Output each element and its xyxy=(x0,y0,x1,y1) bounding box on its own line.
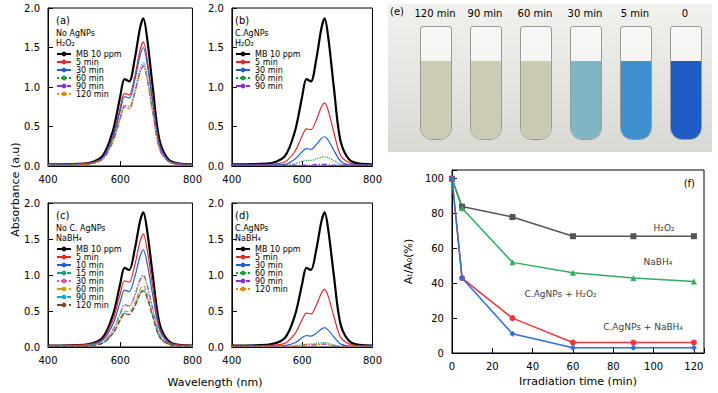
svg-text:90 min: 90 min xyxy=(255,82,283,91)
svg-text:0.0: 0.0 xyxy=(208,161,224,172)
svg-text:40: 40 xyxy=(431,278,444,289)
svg-text:0.5: 0.5 xyxy=(208,121,224,132)
svg-text:800: 800 xyxy=(183,355,202,366)
svg-text:30 min: 30 min xyxy=(76,276,104,286)
svg-text:0.0: 0.0 xyxy=(24,342,40,353)
svg-text:0: 0 xyxy=(438,348,444,359)
svg-text:0.5: 0.5 xyxy=(24,121,40,132)
svg-text:C.AgNPs: C.AgNPs xyxy=(235,29,269,38)
svg-text:0.0: 0.0 xyxy=(24,161,40,172)
svg-text:5 min: 5 min xyxy=(76,57,99,67)
svg-text:120 min: 120 min xyxy=(76,301,109,310)
svg-text:90 min: 90 min xyxy=(76,292,104,302)
svg-text:MB 10 ppm: MB 10 ppm xyxy=(76,49,122,59)
svg-text:800: 800 xyxy=(363,355,382,366)
svg-text:MB 10 ppm: MB 10 ppm xyxy=(76,244,122,254)
html-text:30 min: 30 min xyxy=(567,8,603,19)
svg-text:800: 800 xyxy=(363,174,382,185)
svg-text:120: 120 xyxy=(684,361,703,372)
svg-text:5 min: 5 min xyxy=(76,252,99,262)
svg-text:1.5: 1.5 xyxy=(24,234,40,245)
svg-text:MB 10 ppm: MB 10 ppm xyxy=(255,49,301,59)
svg-text:30 min: 30 min xyxy=(76,65,104,75)
svg-text:10 min: 10 min xyxy=(76,260,104,270)
svg-text:0.5: 0.5 xyxy=(208,306,224,317)
svg-text:60 min: 60 min xyxy=(255,73,283,83)
svg-text:5 min: 5 min xyxy=(255,57,278,67)
svg-text:60: 60 xyxy=(431,243,444,254)
svg-text:No AgNPs: No AgNPs xyxy=(56,29,95,38)
html-text:60 min: 60 min xyxy=(517,8,553,19)
svg-text:NaBH₄: NaBH₄ xyxy=(56,234,82,243)
svg-text:(b): (b) xyxy=(235,15,249,26)
svg-text:MB 10 ppm: MB 10 ppm xyxy=(255,244,301,254)
html-text:90 min: 90 min xyxy=(467,8,503,19)
svg-text:1.5: 1.5 xyxy=(24,42,40,53)
svg-text:120 min: 120 min xyxy=(76,90,109,99)
svg-text:5 min: 5 min xyxy=(255,252,278,262)
svg-text:40: 40 xyxy=(526,361,539,372)
svg-text:600: 600 xyxy=(111,355,130,366)
svg-text:C.AgNPs + H₂O₂: C.AgNPs + H₂O₂ xyxy=(525,289,597,299)
svg-text:30 min: 30 min xyxy=(255,65,283,75)
svg-text:(a): (a) xyxy=(56,15,70,26)
svg-text:0.0: 0.0 xyxy=(208,342,224,353)
svg-text:90 min: 90 min xyxy=(255,276,283,286)
svg-text:100: 100 xyxy=(425,173,444,184)
svg-text:1.0: 1.0 xyxy=(24,82,40,93)
svg-text:2.0: 2.0 xyxy=(208,198,224,209)
svg-text:60 min: 60 min xyxy=(76,73,104,83)
svg-text:600: 600 xyxy=(111,174,130,185)
svg-text:400: 400 xyxy=(222,174,241,185)
svg-text:H₂O₂: H₂O₂ xyxy=(654,223,675,233)
html-text:Wavelength (nm): Wavelength (nm) xyxy=(167,376,263,389)
svg-text:600: 600 xyxy=(293,355,312,366)
svg-text:400: 400 xyxy=(38,355,57,366)
svg-text:80: 80 xyxy=(607,361,620,372)
svg-text:C.AgNPs + NaBH₄: C.AgNPs + NaBH₄ xyxy=(603,322,683,332)
svg-text:100: 100 xyxy=(644,361,663,372)
svg-text:(c): (c) xyxy=(56,210,69,221)
svg-text:C.AgNPs: C.AgNPs xyxy=(235,224,269,233)
svg-text:80: 80 xyxy=(431,208,444,219)
svg-text:1.0: 1.0 xyxy=(208,270,224,281)
svg-text:Aₜ/A₀(%): Aₜ/A₀(%) xyxy=(402,239,415,284)
svg-text:Irradiation time (min): Irradiation time (min) xyxy=(519,375,637,388)
svg-text:2.0: 2.0 xyxy=(208,3,224,14)
svg-text:1.0: 1.0 xyxy=(208,82,224,93)
svg-text:800: 800 xyxy=(183,174,202,185)
svg-text:600: 600 xyxy=(293,174,312,185)
svg-text:H₂O₂: H₂O₂ xyxy=(56,39,75,48)
html-text:5 min: 5 min xyxy=(620,8,650,19)
svg-text:20: 20 xyxy=(431,313,444,324)
svg-text:0: 0 xyxy=(449,361,455,372)
svg-text:30 min: 30 min xyxy=(255,260,283,270)
svg-text:400: 400 xyxy=(38,174,57,185)
svg-text:1.5: 1.5 xyxy=(208,42,224,53)
html-text:Absorbance (a.u): Absorbance (a.u) xyxy=(8,142,22,237)
svg-text:(d): (d) xyxy=(235,210,249,221)
svg-text:2.0: 2.0 xyxy=(24,198,40,209)
html-text:120 min: 120 min xyxy=(414,8,456,19)
svg-text:2.0: 2.0 xyxy=(24,3,40,14)
svg-text:20: 20 xyxy=(486,361,499,372)
svg-text:400: 400 xyxy=(222,355,241,366)
html-text:0: 0 xyxy=(681,8,689,19)
svg-text:60 min: 60 min xyxy=(255,268,283,278)
svg-text:1.0: 1.0 xyxy=(24,270,40,281)
html-text:(e): (e) xyxy=(390,6,404,17)
svg-text:(f): (f) xyxy=(684,178,695,189)
svg-text:60: 60 xyxy=(567,361,580,372)
svg-text:90 min: 90 min xyxy=(76,81,104,91)
svg-text:NaBH₄: NaBH₄ xyxy=(644,257,673,267)
svg-text:0.5: 0.5 xyxy=(24,306,40,317)
svg-text:No C. AgNPs: No C. AgNPs xyxy=(56,224,105,233)
svg-text:1.5: 1.5 xyxy=(208,234,224,245)
svg-text:60 min: 60 min xyxy=(76,284,104,294)
svg-text:15 min: 15 min xyxy=(76,268,104,278)
svg-text:H₂O₂: H₂O₂ xyxy=(235,39,254,48)
svg-text:120 min: 120 min xyxy=(255,285,288,294)
svg-text:NaBH₄: NaBH₄ xyxy=(235,234,261,243)
